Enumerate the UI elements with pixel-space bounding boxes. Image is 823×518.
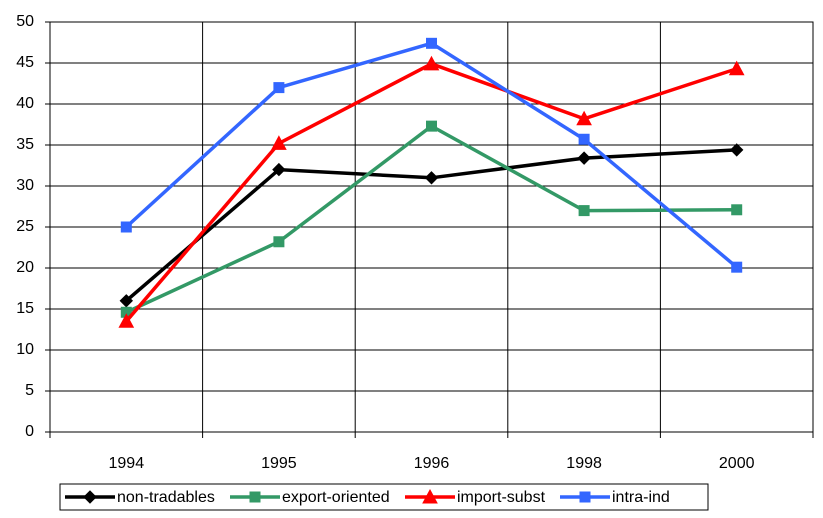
marker — [424, 171, 439, 185]
x-tick-label: 2000 — [719, 455, 755, 472]
marker — [271, 135, 287, 150]
y-tick-label: 0 — [25, 423, 34, 440]
y-tick-label: 30 — [16, 177, 34, 194]
y-tick-label: 5 — [25, 382, 34, 399]
marker — [578, 205, 590, 217]
marker — [728, 60, 745, 76]
legend-label: export-oriented — [282, 489, 390, 506]
marker — [423, 55, 440, 71]
y-tick-label: 25 — [16, 218, 34, 235]
marker — [577, 151, 591, 165]
x-tick-label: 1994 — [109, 455, 145, 472]
marker — [273, 82, 285, 94]
legend: non-tradables export-oriented import-subst… — [59, 483, 709, 511]
marker — [731, 261, 743, 273]
y-tick-label: 50 — [16, 13, 34, 30]
marker — [118, 313, 135, 328]
y-tick-label: 20 — [16, 259, 34, 276]
marker — [576, 110, 592, 126]
marker — [273, 236, 285, 248]
marker — [272, 162, 286, 177]
marker — [578, 133, 590, 145]
marker — [422, 488, 438, 504]
legend-label: import-subst — [457, 489, 546, 506]
marker — [83, 490, 97, 504]
y-tick-label: 45 — [16, 54, 34, 71]
x-tick-label: 1996 — [414, 455, 450, 472]
marker — [729, 143, 744, 157]
marker — [120, 221, 132, 233]
legend-label: non-tradables — [117, 489, 215, 506]
y-tick-label: 15 — [16, 300, 34, 317]
x-tick-label: 1998 — [566, 455, 602, 472]
marker — [426, 37, 437, 49]
marker — [579, 491, 591, 503]
y-tick-label: 35 — [16, 136, 34, 153]
marker — [426, 120, 437, 132]
marker — [249, 491, 261, 503]
plot-frame — [49, 21, 814, 433]
legend-label: intra-ind — [612, 489, 670, 506]
y-tick-label: 10 — [16, 341, 34, 358]
x-tick-label: 1995 — [261, 455, 297, 472]
legend-box — [59, 483, 709, 511]
marker — [731, 204, 743, 216]
y-tick-label: 40 — [16, 95, 34, 112]
